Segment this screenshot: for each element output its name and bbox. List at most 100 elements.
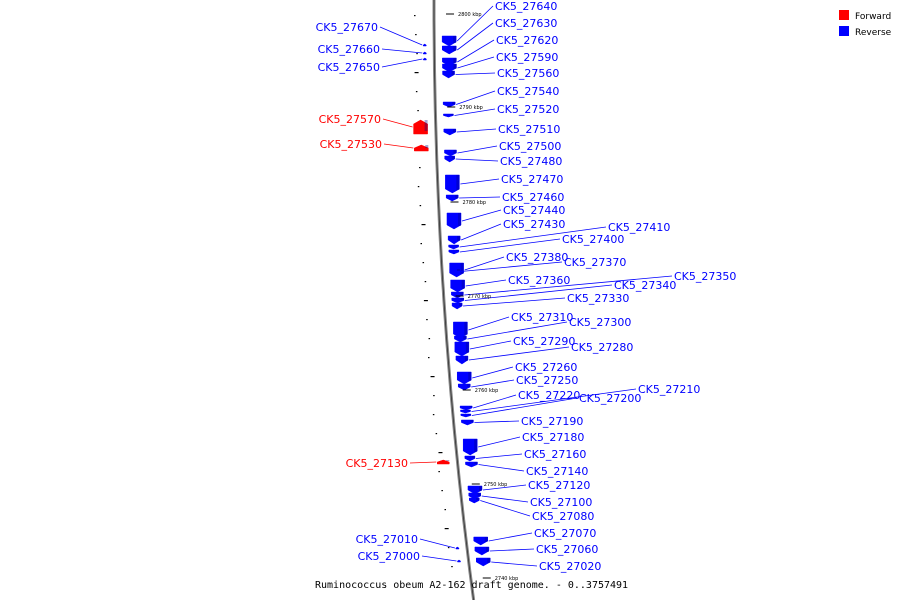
gene-label[interactable]: CK5_27190 bbox=[521, 415, 583, 428]
gene-label[interactable]: CK5_27330 bbox=[567, 292, 629, 305]
gene-feature-ck5_27360[interactable] bbox=[450, 279, 465, 293]
gene-feature-ck5_27630[interactable] bbox=[441, 45, 457, 55]
gene-feature-ck5_27510[interactable] bbox=[443, 128, 457, 136]
gene-feature-ck5_27020[interactable] bbox=[476, 557, 491, 567]
gene-label[interactable]: CK5_27260 bbox=[515, 361, 577, 374]
gene-feature-ck5_27500[interactable] bbox=[444, 149, 457, 157]
gene-label[interactable]: CK5_27080 bbox=[532, 510, 594, 523]
gene-label[interactable]: CK5_27380 bbox=[506, 251, 568, 264]
gene-feature-ck5_27400[interactable] bbox=[448, 249, 460, 255]
gene-label[interactable]: CK5_27300 bbox=[569, 316, 631, 329]
gene-feature-ck5_27250[interactable] bbox=[457, 383, 471, 391]
gene-label[interactable]: CK5_27060 bbox=[536, 543, 598, 556]
gene-feature-ck5_27080[interactable] bbox=[469, 497, 480, 504]
gene-label[interactable]: CK5_27220 bbox=[518, 389, 580, 402]
gene-feature-ck5_27340[interactable] bbox=[451, 297, 465, 304]
gene-feature-ck5_27410[interactable] bbox=[448, 244, 459, 250]
gene-label[interactable]: CK5_27410 bbox=[608, 221, 670, 234]
gene-label[interactable]: CK5_27210 bbox=[638, 383, 700, 396]
gene-feature-ck5_27640[interactable] bbox=[441, 35, 457, 47]
gene-feature-ck5_27010[interactable] bbox=[455, 546, 460, 550]
gene-label[interactable]: CK5_27520 bbox=[497, 103, 559, 116]
gene-label[interactable]: CK5_27370 bbox=[564, 256, 626, 269]
gene-label[interactable]: CK5_27290 bbox=[513, 335, 575, 348]
gene-label[interactable]: CK5_27160 bbox=[524, 448, 586, 461]
gene-feature-ck5_27140[interactable] bbox=[465, 461, 478, 468]
gene-label[interactable]: CK5_27140 bbox=[526, 465, 588, 478]
gene-label[interactable]: CK5_27000 bbox=[358, 550, 420, 563]
gene-label[interactable]: CK5_27280 bbox=[571, 341, 633, 354]
gene-label[interactable]: CK5_27530 bbox=[320, 138, 382, 151]
gene-label[interactable]: CK5_27440 bbox=[503, 204, 565, 217]
gene-label[interactable]: CK5_27620 bbox=[496, 34, 558, 47]
gene-feature-ck5_27570[interactable] bbox=[413, 119, 428, 135]
gene-feature-ck5_27540[interactable] bbox=[442, 101, 456, 108]
gene-feature-ck5_27660[interactable] bbox=[423, 51, 427, 55]
gene-label[interactable]: CK5_27350 bbox=[674, 270, 736, 283]
gene-label[interactable]: CK5_27100 bbox=[530, 496, 592, 509]
gene-label[interactable]: CK5_27250 bbox=[516, 374, 578, 387]
gene-label[interactable]: CK5_27650 bbox=[318, 61, 380, 74]
gene-feature-ck5_27130[interactable] bbox=[437, 459, 450, 465]
gene-feature-ck5_27470[interactable] bbox=[445, 174, 460, 194]
gene-label[interactable]: CK5_27360 bbox=[508, 274, 570, 287]
gene-feature-ck5_27430[interactable] bbox=[447, 235, 461, 245]
gene-label[interactable]: CK5_27630 bbox=[495, 17, 557, 30]
gene-label[interactable]: CK5_27010 bbox=[356, 533, 418, 546]
gene-feature-ck5_27100[interactable] bbox=[468, 492, 481, 500]
gene-feature-ck5_27000[interactable] bbox=[457, 559, 461, 563]
gene-feature-ck5_27590[interactable] bbox=[442, 63, 457, 73]
gene-feature-ck5_27120[interactable] bbox=[467, 485, 483, 495]
gene-label[interactable]: CK5_27070 bbox=[534, 527, 596, 540]
gene-label[interactable]: CK5_27120 bbox=[528, 479, 590, 492]
gene-feature-ck5_27560[interactable] bbox=[442, 70, 455, 79]
gene-label[interactable]: CK5_27510 bbox=[498, 123, 560, 136]
gene-label[interactable]: CK5_27470 bbox=[501, 173, 563, 186]
gene-feature-ck5_27440[interactable] bbox=[446, 212, 462, 230]
gene-label[interactable]: CK5_27640 bbox=[495, 0, 557, 13]
map-caption: Ruminococcus obeum A2-162 draft genome. … bbox=[315, 580, 628, 591]
gene-label[interactable]: CK5_27130 bbox=[346, 457, 408, 470]
gene-label[interactable]: CK5_27670 bbox=[316, 21, 378, 34]
gene-label[interactable]: CK5_27500 bbox=[499, 140, 561, 153]
gene-leader-line bbox=[478, 436, 521, 448]
gene-feature-ck5_27200[interactable] bbox=[460, 413, 472, 418]
gene-feature-ck5_27480[interactable] bbox=[444, 155, 455, 163]
gene-feature-ck5_27280[interactable] bbox=[455, 355, 469, 365]
gene-label[interactable]: CK5_27480 bbox=[500, 155, 562, 168]
gene-feature-ck5_27520[interactable] bbox=[443, 113, 454, 118]
gene-feature-ck5_27070[interactable] bbox=[473, 536, 488, 546]
gene-feature-ck5_27370[interactable] bbox=[449, 268, 461, 275]
gene-feature-ck5_27330[interactable] bbox=[451, 302, 463, 310]
gene-label[interactable]: CK5_27660 bbox=[318, 43, 380, 56]
gene-feature-ck5_27290[interactable] bbox=[454, 341, 470, 357]
gene-feature-shade bbox=[453, 150, 457, 153]
gene-leader-line bbox=[465, 279, 507, 287]
gene-label[interactable]: CK5_27560 bbox=[497, 67, 559, 80]
gene-leader-line bbox=[489, 548, 535, 552]
gene-feature-ck5_27180[interactable] bbox=[462, 438, 478, 456]
gene-feature-ck5_27530[interactable] bbox=[414, 144, 429, 152]
gene-label[interactable]: CK5_27340 bbox=[614, 279, 676, 292]
gene-feature-ck5_27160[interactable] bbox=[464, 455, 476, 462]
gene-feature-ck5_27060[interactable] bbox=[474, 546, 490, 556]
gene-label[interactable]: CK5_27200 bbox=[579, 392, 641, 405]
gene-label[interactable]: CK5_27570 bbox=[319, 113, 381, 126]
gene-feature-ck5_27190[interactable] bbox=[461, 419, 474, 426]
gene-feature-ck5_27670[interactable] bbox=[422, 43, 427, 47]
gene-feature-ck5_27460[interactable] bbox=[445, 194, 459, 202]
gene-label[interactable]: CK5_27020 bbox=[539, 560, 601, 573]
gene-feature-ck5_27220[interactable] bbox=[459, 405, 473, 411]
gene-label[interactable]: CK5_27310 bbox=[511, 311, 573, 324]
gene-label[interactable]: CK5_27590 bbox=[496, 51, 558, 64]
gene-label[interactable]: CK5_27400 bbox=[562, 233, 624, 246]
gene-label[interactable]: CK5_27430 bbox=[503, 218, 565, 231]
gene-feature-ck5_27260[interactable] bbox=[456, 371, 472, 385]
gene-feature-ck5_27300[interactable] bbox=[454, 335, 467, 343]
gene-label[interactable]: CK5_27180 bbox=[522, 431, 584, 444]
gene-feature-ck5_27210[interactable] bbox=[460, 409, 471, 414]
gene-feature-shade bbox=[452, 129, 456, 132]
gene-label[interactable]: CK5_27460 bbox=[502, 191, 564, 204]
gene-label[interactable]: CK5_27540 bbox=[497, 85, 559, 98]
gene-feature-ck5_27650[interactable] bbox=[423, 57, 427, 61]
